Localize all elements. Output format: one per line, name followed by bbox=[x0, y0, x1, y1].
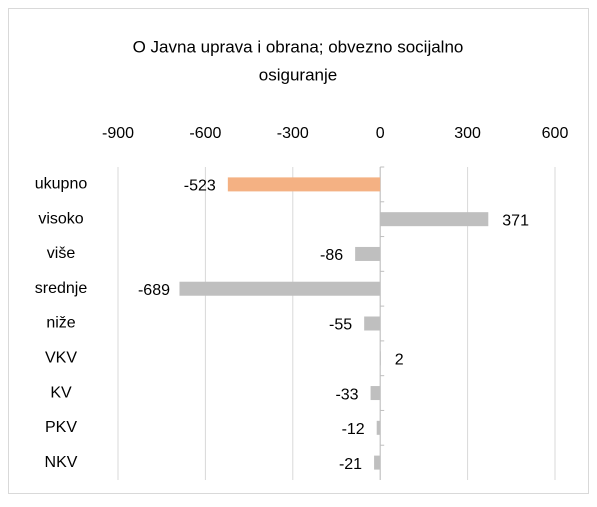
data-label: -55 bbox=[329, 317, 352, 334]
y-tick-label: KV bbox=[50, 384, 72, 401]
bar bbox=[355, 246, 381, 261]
data-label: 2 bbox=[395, 351, 404, 368]
data-label: -523 bbox=[184, 178, 216, 195]
x-tick-label: 0 bbox=[376, 125, 385, 142]
bar bbox=[227, 177, 381, 192]
x-tick-label: -300 bbox=[277, 125, 309, 142]
y-tick-label: NKV bbox=[45, 454, 78, 471]
data-label: 371 bbox=[502, 212, 529, 229]
chart-border bbox=[8, 8, 589, 494]
bar bbox=[374, 455, 381, 470]
data-label: -21 bbox=[339, 456, 362, 473]
x-tick-label: 300 bbox=[454, 125, 481, 142]
y-tick-label: srednje bbox=[35, 280, 88, 297]
bar bbox=[370, 386, 381, 401]
bar bbox=[380, 212, 489, 227]
x-tick-label: -600 bbox=[189, 125, 221, 142]
y-tick-label: ukupno bbox=[35, 176, 88, 193]
chart-title: osiguranje bbox=[259, 65, 337, 84]
y-tick-label: niže bbox=[46, 315, 75, 332]
data-label: -12 bbox=[342, 421, 365, 438]
y-tick-label: PKV bbox=[45, 419, 77, 436]
x-tick-label: -900 bbox=[102, 125, 134, 142]
data-label: -33 bbox=[335, 386, 358, 403]
bar bbox=[376, 420, 381, 435]
bar bbox=[179, 281, 381, 296]
x-tick-label: 600 bbox=[542, 125, 569, 142]
y-tick-label: visoko bbox=[38, 210, 83, 227]
y-tick-label: VKV bbox=[45, 349, 77, 366]
data-label: -689 bbox=[138, 282, 170, 299]
data-label: -86 bbox=[320, 247, 343, 264]
bar bbox=[364, 316, 381, 331]
chart-title: O Javna uprava i obrana; obvezno socijal… bbox=[133, 37, 464, 56]
y-tick-label: više bbox=[47, 245, 76, 262]
bar bbox=[380, 351, 381, 366]
